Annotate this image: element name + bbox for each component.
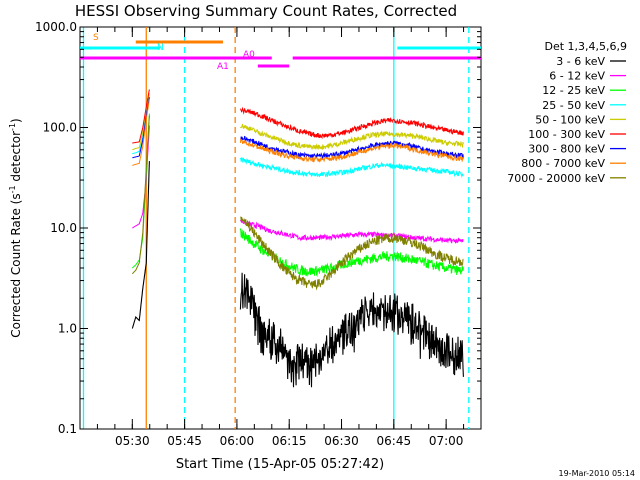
series-line <box>240 135 464 160</box>
legend-label: 12 - 25 keV <box>542 84 605 97</box>
legend-label: 6 - 12 keV <box>549 70 605 83</box>
footer-date: 19-Mar-2010 05:14 <box>559 469 636 478</box>
x-tick-label: 06:30 <box>324 434 359 448</box>
legend-label: 100 - 300 keV <box>528 128 605 141</box>
y-tick-label: 100.0 <box>43 121 77 135</box>
y-tick-label: 1.0 <box>58 322 77 336</box>
x-axis-label: Start Time (15-Apr-05 05:27:42) <box>176 457 384 472</box>
y-axis-label: Corrected Count Rate (s-1 detector-1) <box>8 118 23 337</box>
legend-label: 800 - 7000 keV <box>521 157 605 170</box>
series-line <box>132 99 150 166</box>
series-line <box>132 89 150 144</box>
legend-label: 300 - 800 keV <box>528 143 605 156</box>
y-tick-label: 1000.0 <box>35 20 77 34</box>
series-line <box>240 123 464 151</box>
x-tick-label: 06:00 <box>220 434 255 448</box>
vertical-markers <box>82 27 470 429</box>
y-axis: 0.1 1.0 10.0 100.0 1000.0 <box>35 20 481 436</box>
series-line <box>239 219 464 244</box>
legend-label: 50 - 100 keV <box>535 113 605 126</box>
series-line <box>239 106 464 140</box>
series-line <box>239 272 464 388</box>
flag-bars: S N A0 A1 <box>80 33 481 72</box>
series-group <box>131 89 464 388</box>
series-line <box>239 228 464 278</box>
x-tick-label: 06:45 <box>377 434 412 448</box>
flag-label: S <box>93 33 99 43</box>
series-line <box>239 157 464 178</box>
x-tick-label: 05:45 <box>167 434 202 448</box>
series-line <box>239 138 464 163</box>
legend-label: 25 - 50 keV <box>542 99 605 112</box>
flag-label: N <box>157 43 164 53</box>
flag-label: A1 <box>217 62 229 72</box>
legend-label: 7000 - 20000 keV <box>507 172 605 185</box>
x-tick-label: 05:30 <box>115 434 150 448</box>
x-tick-label: 07:00 <box>429 434 464 448</box>
y-tick-label: 0.1 <box>58 422 77 436</box>
x-tick-label: 06:15 <box>272 434 307 448</box>
series-line <box>132 115 150 275</box>
legend-label: 3 - 6 keV <box>556 55 605 68</box>
series-line <box>131 161 150 329</box>
chart-title: HESSI Observing Summary Count Rates, Cor… <box>75 2 457 20</box>
series-line <box>240 216 464 291</box>
flag-label: A0 <box>243 50 255 60</box>
legend-title: Det 1,3,4,5,6,9 <box>544 40 627 53</box>
x-axis: 05:30 05:45 06:00 06:15 06:30 06:45 07:00 <box>79 27 482 448</box>
y-tick-label: 10.0 <box>50 221 77 235</box>
plot-frame <box>79 26 482 430</box>
